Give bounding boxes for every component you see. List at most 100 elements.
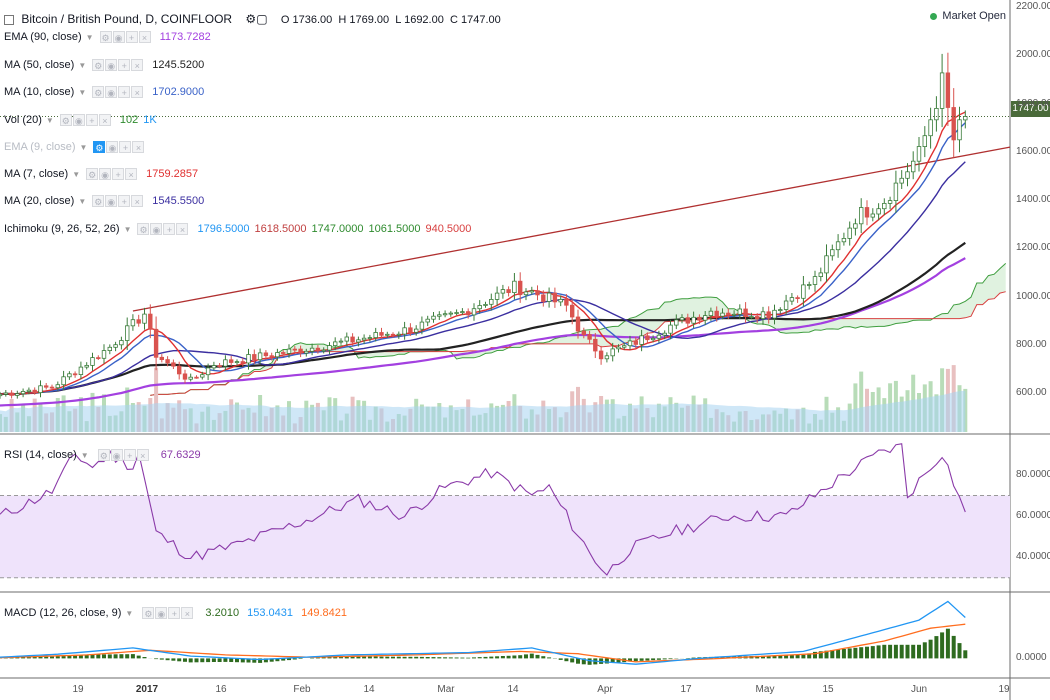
settings-icon[interactable]: ⚙	[92, 86, 105, 99]
settings-icon[interactable]: ⚙	[92, 59, 105, 72]
macd-settings-icon[interactable]: ⚙	[142, 607, 155, 620]
remove-icon[interactable]: ×	[131, 195, 144, 208]
macd-histogram-bar	[90, 654, 95, 659]
candle-body	[807, 284, 812, 286]
settings-icon[interactable]: ⚙	[245, 12, 257, 26]
price-tick-label: 1000.00	[1016, 290, 1050, 302]
visibility-icon[interactable]: ◉	[105, 195, 118, 208]
macd-histogram-bar	[235, 658, 239, 663]
indicator-value: 102	[119, 114, 139, 126]
macd-histogram-bar	[604, 658, 609, 664]
candle-body	[518, 280, 523, 296]
add-icon[interactable]: +	[163, 223, 176, 236]
macd-remove-icon[interactable]: ×	[181, 607, 194, 620]
indicator-menu-chevron-down-icon[interactable]: ▼	[72, 170, 81, 179]
collapse-icon[interactable]	[4, 14, 14, 25]
remove-icon[interactable]: ×	[125, 168, 138, 181]
add-icon[interactable]: +	[118, 86, 131, 99]
indicator-controls[interactable]: ⚙ ◉ + ×	[59, 111, 112, 129]
indicator-legend-row[interactable]: EMA (9, close) ▼ ⚙ ◉ + ×	[4, 138, 153, 156]
indicator-menu-chevron-down-icon[interactable]: ▼	[78, 61, 87, 70]
indicator-legend-row[interactable]: MA (50, close) ▼ ⚙ ◉ + × 1245.5200	[4, 56, 209, 74]
indicator-legend-row[interactable]: MA (10, close) ▼ ⚙ ◉ + × 1702.9000	[4, 83, 209, 101]
indicator-controls[interactable]: ⚙ ◉ + ×	[86, 165, 138, 183]
indicator-controls[interactable]: ⚙ ◉ + ×	[92, 56, 144, 74]
indicator-menu-chevron-down-icon[interactable]: ▼	[79, 143, 88, 152]
rsi-add-icon[interactable]: +	[123, 449, 136, 462]
remove-icon[interactable]: ×	[132, 141, 145, 154]
time-tick-label: 14	[507, 684, 519, 695]
candle-body	[396, 333, 401, 336]
indicator-legend-row[interactable]: MA (20, close) ▼ ⚙ ◉ + × 1545.5500	[4, 192, 209, 210]
macd-histogram-bar	[778, 655, 783, 659]
rsi-remove-icon[interactable]: ×	[136, 449, 149, 462]
macd-histogram-bar	[656, 658, 661, 660]
macd-legend[interactable]: MACD (12, 26, close, 9) ▼ ⚙ ◉ + × 3.2010 153…	[4, 604, 352, 622]
remove-icon[interactable]: ×	[138, 31, 151, 44]
settings-icon[interactable]: ⚙	[86, 168, 99, 181]
macd-histogram-bar	[795, 655, 800, 659]
visibility-icon[interactable]: ◉	[99, 168, 112, 181]
indicator-menu-chevron-down-icon[interactable]: ▼	[45, 116, 54, 125]
indicator-legend-row[interactable]: Vol (20) ▼ ⚙ ◉ + × 102 1K	[4, 111, 162, 129]
macd-menu-chevron-down-icon[interactable]: ▼	[125, 609, 134, 618]
macd-histogram-bar	[344, 656, 349, 659]
macd-visibility-icon[interactable]: ◉	[155, 607, 168, 620]
indicator-controls[interactable]: ⚙ ◉ + ×	[137, 220, 189, 238]
candle-body	[835, 241, 841, 251]
expand-icon[interactable]: ▢	[256, 12, 268, 26]
visibility-icon[interactable]: ◉	[106, 141, 119, 154]
visibility-icon[interactable]: ◉	[72, 114, 85, 127]
macd-histogram-bar	[38, 656, 43, 659]
macd-histogram-bar	[957, 643, 962, 659]
candle-body	[182, 373, 188, 380]
visibility-icon[interactable]: ◉	[105, 59, 118, 72]
rsi-settings-icon[interactable]: ⚙	[97, 449, 110, 462]
indicator-legend-row[interactable]: MA (7, close) ▼ ⚙ ◉ + × 1759.2857	[4, 165, 203, 183]
indicator-controls[interactable]: ⚙ ◉ + ×	[99, 28, 152, 46]
remove-icon[interactable]: ×	[131, 86, 144, 99]
settings-icon[interactable]: ⚙	[99, 31, 112, 44]
indicator-menu-chevron-down-icon[interactable]: ▼	[78, 88, 87, 97]
indicator-legend-row[interactable]: Ichimoku (9, 26, 52, 26) ▼ ⚙ ◉ + × 1796.5000 16…	[4, 220, 476, 238]
add-icon[interactable]: +	[125, 31, 138, 44]
rsi-legend[interactable]: RSI (14, close) ▼ ⚙ ◉ + × 67.6329	[4, 446, 206, 464]
indicator-menu-chevron-down-icon[interactable]: ▼	[85, 33, 94, 42]
indicator-menu-chevron-down-icon[interactable]: ▼	[123, 225, 132, 234]
candle-body	[598, 350, 604, 360]
visibility-icon[interactable]: ◉	[150, 223, 163, 236]
indicator-controls[interactable]: ⚙ ◉ + ×	[92, 83, 144, 101]
add-icon[interactable]: +	[118, 195, 131, 208]
ichimoku-span-b	[150, 291, 1006, 396]
add-icon[interactable]: +	[112, 168, 125, 181]
macd-add-icon[interactable]: +	[168, 607, 181, 620]
remove-icon[interactable]: ×	[176, 223, 189, 236]
remove-icon[interactable]: ×	[131, 59, 144, 72]
remove-icon[interactable]: ×	[98, 114, 111, 127]
indicator-value: 1245.5200	[152, 59, 205, 71]
candle-body	[275, 352, 280, 358]
settings-icon[interactable]: ⚙	[59, 114, 72, 127]
settings-icon[interactable]: ⚙	[137, 223, 150, 236]
macd-histogram-bar	[252, 658, 257, 663]
settings-icon[interactable]: ⚙	[92, 195, 105, 208]
macd-histogram-bar	[26, 657, 31, 659]
title-controls[interactable]: ⚙▢	[245, 12, 270, 26]
indicator-controls[interactable]: ⚙ ◉ + ×	[93, 138, 145, 156]
add-icon[interactable]: +	[119, 141, 132, 154]
visibility-icon[interactable]: ◉	[112, 31, 125, 44]
add-icon[interactable]: +	[85, 114, 98, 127]
time-tick-label: 14	[363, 684, 375, 695]
macd-signal-line	[0, 623, 966, 663]
add-icon[interactable]: +	[118, 59, 131, 72]
indicator-menu-chevron-down-icon[interactable]: ▼	[78, 197, 87, 206]
settings-icon[interactable]: ⚙	[93, 141, 106, 154]
indicator-legend-row[interactable]: EMA (90, close) ▼ ⚙ ◉ + × 1173.7282	[4, 28, 216, 46]
rsi-visibility-icon[interactable]: ◉	[110, 449, 123, 462]
indicator-controls[interactable]: ⚙ ◉ + ×	[92, 192, 144, 210]
macd-histogram-bar	[951, 635, 956, 659]
visibility-icon[interactable]: ◉	[105, 86, 118, 99]
rsi-menu-chevron-down-icon[interactable]: ▼	[80, 451, 89, 460]
indicator-value: 940.5000	[425, 223, 472, 235]
